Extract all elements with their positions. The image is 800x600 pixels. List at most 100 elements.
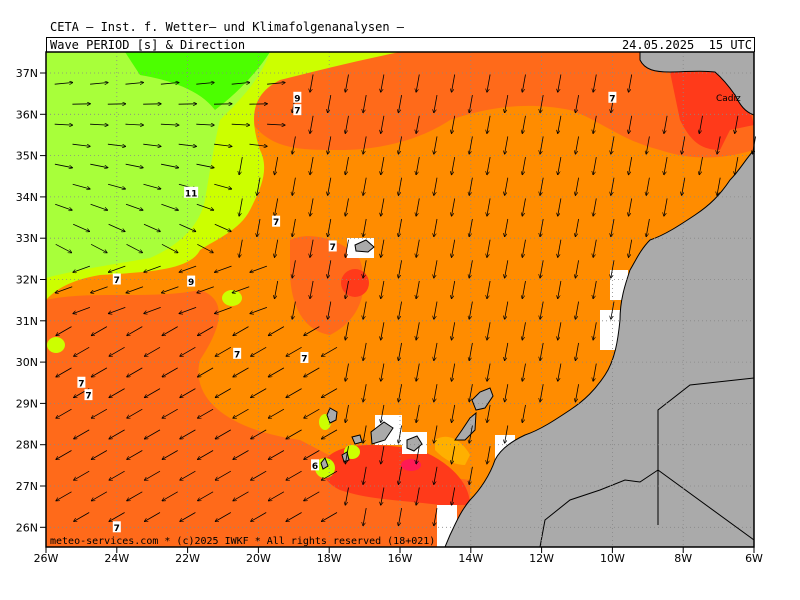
direction-arrow xyxy=(91,450,108,460)
direction-arrow xyxy=(593,239,597,258)
lat-tick-label: 37N xyxy=(16,67,38,80)
period-label-box xyxy=(293,91,302,103)
land-iberia xyxy=(639,52,754,116)
direction-arrow xyxy=(109,388,125,398)
direction-arrow xyxy=(363,508,367,526)
direction-arrow xyxy=(180,346,196,356)
direction-arrow xyxy=(487,446,491,464)
direction-arrow xyxy=(215,512,231,522)
direction-arrow xyxy=(381,74,385,93)
period-zone-darkorange-mid xyxy=(290,236,364,335)
period-label: 7 xyxy=(234,350,240,360)
direction-arrow xyxy=(381,322,385,340)
direction-arrow xyxy=(505,260,509,278)
direction-arrow xyxy=(328,260,332,278)
direction-arrow xyxy=(381,280,385,299)
direction-arrow xyxy=(593,322,597,340)
direction-arrow xyxy=(522,363,526,382)
direction-arrow xyxy=(416,239,420,258)
direction-arrow xyxy=(90,163,108,168)
direction-arrow xyxy=(735,157,739,175)
direction-arrow xyxy=(328,95,332,113)
direction-arrow xyxy=(558,322,562,340)
land-africa xyxy=(444,149,754,547)
direction-arrow xyxy=(398,384,402,402)
direction-arrow xyxy=(434,301,438,320)
direction-arrow xyxy=(682,177,686,196)
direction-arrow xyxy=(381,404,385,423)
direction-arrow xyxy=(469,342,473,361)
direction-arrow xyxy=(144,346,161,356)
direction-arrow xyxy=(593,280,597,299)
direction-arrow xyxy=(109,429,125,439)
direction-arrow xyxy=(310,157,314,175)
direction-arrow xyxy=(321,346,338,356)
direction-arrow xyxy=(381,239,385,258)
direction-arrow xyxy=(611,260,615,278)
direction-arrow xyxy=(90,124,108,125)
lat-tick-label: 27N xyxy=(16,480,38,493)
direction-arrow xyxy=(540,177,544,196)
direction-arrow xyxy=(55,286,73,293)
direction-arrow xyxy=(345,404,349,423)
direction-arrow xyxy=(345,74,349,93)
direction-arrow xyxy=(251,470,267,480)
direction-arrow xyxy=(214,143,232,146)
direction-arrow xyxy=(160,83,179,85)
period-label-box xyxy=(112,273,121,285)
direction-arrow xyxy=(345,487,349,506)
direction-arrow xyxy=(231,83,250,85)
direction-arrow xyxy=(257,177,261,196)
direction-arrow xyxy=(664,198,668,216)
direction-arrow xyxy=(416,404,420,423)
direction-arrow xyxy=(198,491,214,501)
direction-arrow xyxy=(363,136,367,154)
lat-tick-label: 29N xyxy=(16,397,38,410)
direction-arrow xyxy=(239,239,243,258)
period-spot-red xyxy=(341,269,369,297)
direction-arrow xyxy=(215,265,232,272)
direction-arrow xyxy=(286,429,302,439)
direction-arrow xyxy=(540,301,544,320)
direction-arrow xyxy=(345,198,349,216)
lon-tick-label: 22W xyxy=(175,552,200,565)
direction-arrow xyxy=(310,74,314,93)
direction-arrow xyxy=(345,280,349,299)
lon-tick-label: 8W xyxy=(674,552,692,565)
direction-arrow xyxy=(363,466,367,485)
direction-arrow xyxy=(575,136,579,154)
direction-arrow xyxy=(646,218,650,237)
direction-arrow xyxy=(611,218,615,237)
period-zone-green xyxy=(125,52,270,110)
direction-arrow xyxy=(56,491,72,501)
direction-arrow xyxy=(197,243,213,252)
direction-arrow xyxy=(143,223,160,231)
direction-arrow xyxy=(268,326,285,336)
direction-arrow xyxy=(162,491,178,501)
direction-arrow xyxy=(398,301,402,320)
direction-arrow xyxy=(74,470,90,480)
direction-arrow xyxy=(328,301,332,320)
direction-arrow xyxy=(268,491,285,501)
direction-arrow xyxy=(180,429,196,439)
direction-arrow xyxy=(345,115,349,134)
direction-arrow xyxy=(558,239,562,258)
direction-arrow xyxy=(575,177,579,196)
direction-arrow xyxy=(487,404,491,423)
direction-arrow xyxy=(540,136,544,154)
direction-arrow xyxy=(275,280,279,299)
direction-arrow xyxy=(180,388,196,398)
direction-arrow xyxy=(434,218,438,237)
direction-arrow xyxy=(215,346,231,356)
direction-arrow xyxy=(162,408,178,418)
direction-arrow xyxy=(321,388,338,398)
direction-arrow xyxy=(107,183,125,189)
direction-arrow xyxy=(717,136,721,154)
direction-arrow xyxy=(522,404,526,423)
direction-arrow xyxy=(593,198,597,216)
direction-arrow xyxy=(144,512,161,522)
direction-arrow xyxy=(56,450,72,460)
direction-arrow xyxy=(487,198,491,216)
direction-arrow xyxy=(575,260,579,278)
copyright-footer: meteo-services.com * (c)2025 IWKF * All … xyxy=(50,536,435,547)
